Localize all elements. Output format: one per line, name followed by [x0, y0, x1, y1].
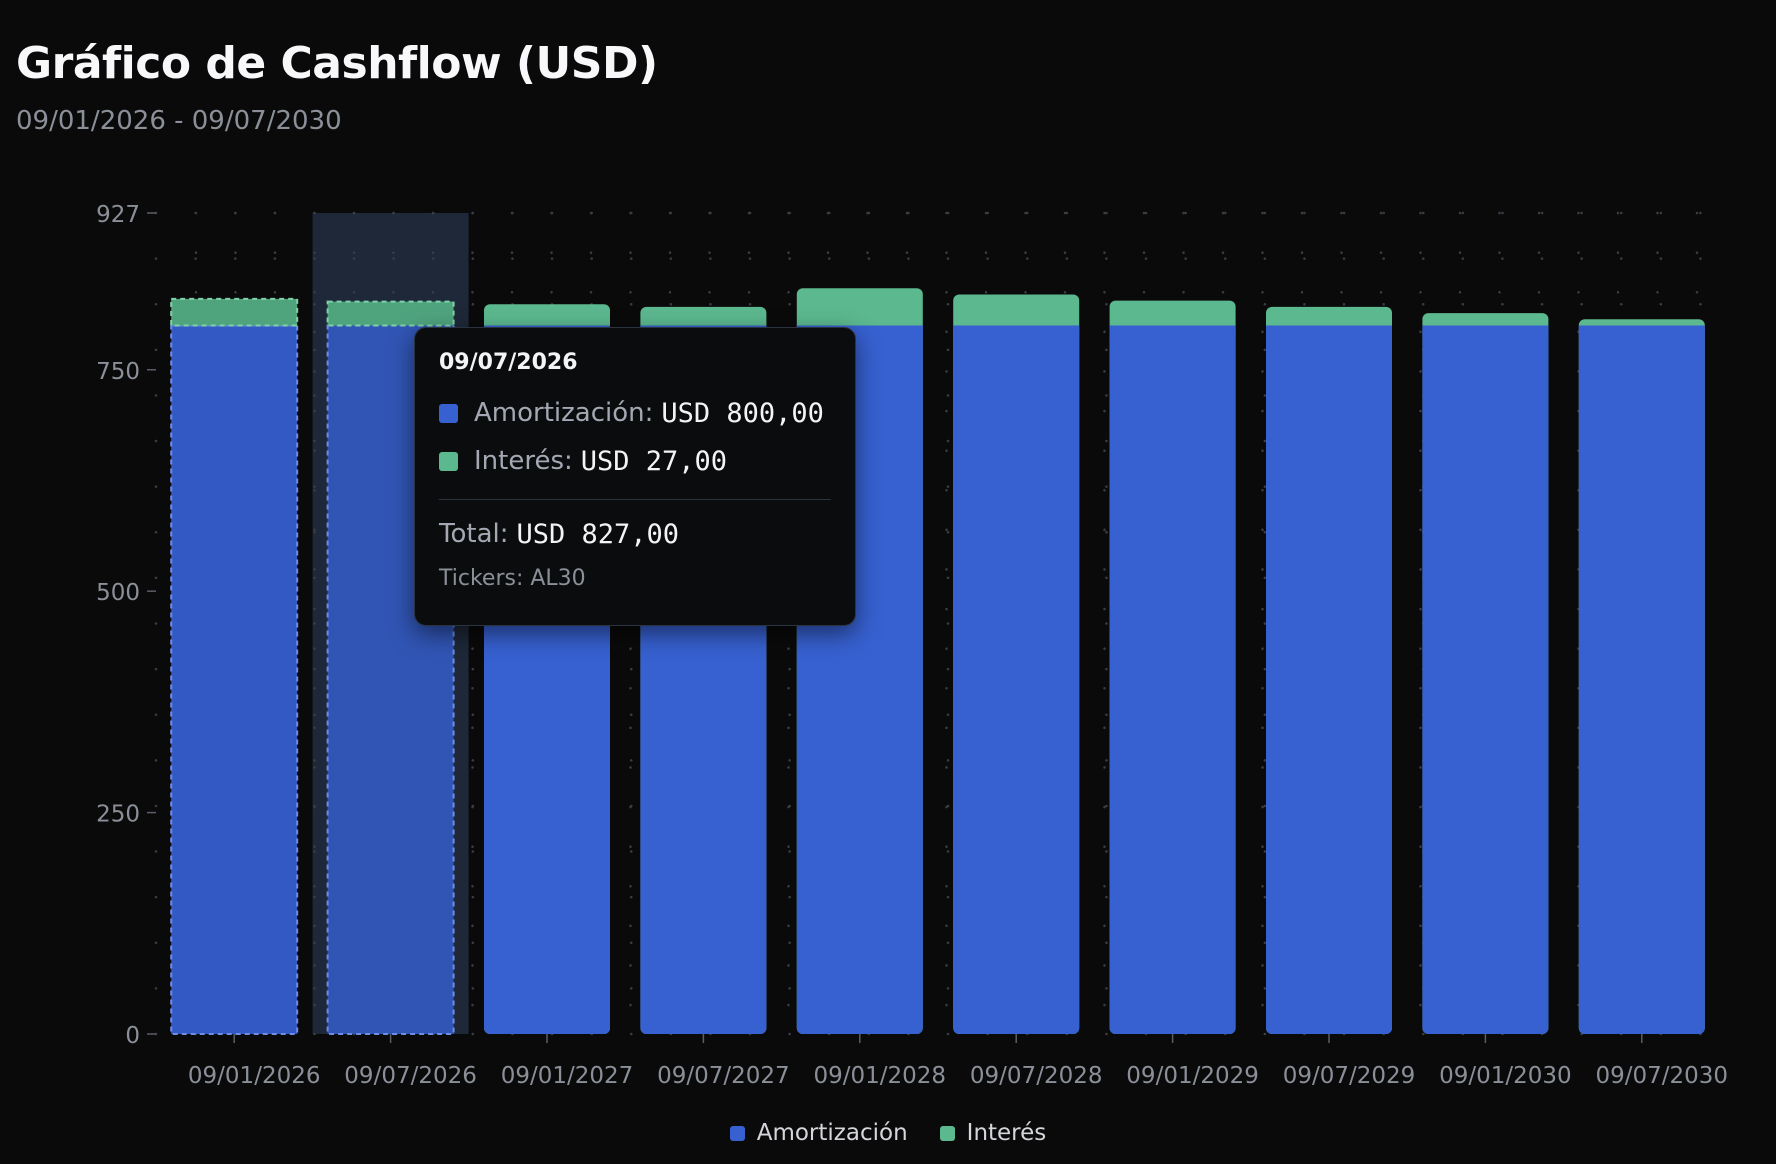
- x-tick-label: 09/07/2026: [344, 1063, 477, 1089]
- x-tick-label: 09/07/2028: [970, 1063, 1103, 1089]
- tooltip-row-amortizacion: Amortización: USD 800,00: [439, 397, 831, 429]
- legend-swatch-interes: [939, 1125, 955, 1141]
- tooltip-tickers: Tickers: AL30: [439, 566, 586, 591]
- y-tick-label: 750: [96, 359, 140, 385]
- bar-stack: [1422, 313, 1549, 1034]
- y-tick-label: 250: [96, 802, 140, 828]
- bar-stack: [953, 294, 1080, 1034]
- chart-title: Gráfico de Cashflow (USD): [16, 38, 658, 89]
- tooltip-swatch-amortizacion: [439, 403, 458, 423]
- bar-amortizacion: [1266, 325, 1392, 1034]
- tooltip-value-interes: USD 27,00: [580, 445, 728, 477]
- x-tick-label: 09/07/2030: [1596, 1063, 1729, 1089]
- x-tick-label: 09/07/2027: [657, 1063, 790, 1089]
- bar-stack: [1109, 300, 1236, 1034]
- bar-amortizacion-top: [953, 325, 1080, 336]
- legend-label-amortizacion: Amortización: [756, 1120, 908, 1146]
- bar-interes: [326, 300, 455, 327]
- legend-swatch-amortizacion: [729, 1125, 745, 1141]
- x-tick-label: 09/07/2029: [1283, 1063, 1416, 1089]
- x-tick-label: 09/01/2029: [1126, 1063, 1259, 1089]
- bar-amortizacion: [953, 325, 1080, 1034]
- x-axis: 09/01/2026 09/07/2026 09/01/2027 09/07/2027…: [188, 1034, 1728, 1089]
- legend-item-amortizacion[interactable]: Amortización: [729, 1120, 908, 1146]
- bar-amortizacion-top: [1422, 325, 1549, 336]
- bar-interes: [170, 297, 299, 327]
- bar-amortizacion-top: [1109, 325, 1236, 336]
- bar-amortizacion: [170, 324, 299, 1035]
- bar-amortizacion: [1422, 325, 1549, 1034]
- x-tick-label: 09/01/2026: [188, 1063, 321, 1089]
- bars-layer: [170, 288, 1705, 1035]
- tooltip-value-amortizacion: USD 800,00: [661, 397, 824, 429]
- chart-legend: Amortización Interés: [0, 1120, 1776, 1146]
- tooltip-total-value: USD 827,00: [516, 518, 680, 550]
- bar-amortizacion: [1578, 325, 1705, 1034]
- x-tick-label: 09/01/2030: [1439, 1063, 1572, 1089]
- tooltip-swatch-interes: [439, 451, 458, 471]
- bar-stack: [1578, 319, 1705, 1034]
- y-tick-label: 500: [96, 580, 140, 606]
- tooltip-date: 09/07/2026: [439, 350, 578, 375]
- tooltip-row-interes: Interés: USD 27,00: [439, 445, 831, 477]
- tooltip-row-total: Total: USD 827,00: [439, 518, 831, 550]
- bar-stack: [1266, 306, 1392, 1035]
- bar-amortizacion-top: [1266, 325, 1392, 336]
- bar-amortizacion-top: [796, 325, 923, 336]
- bar-amortizacion-top: [1578, 325, 1705, 336]
- y-axis: 0 250 500 750 927: [96, 202, 156, 1049]
- legend-label-interes: Interés: [966, 1120, 1047, 1146]
- bar-amortizacion: [1109, 325, 1236, 1034]
- x-tick-label: 09/01/2028: [814, 1063, 947, 1089]
- tooltip-divider: [439, 499, 831, 500]
- tooltip-total-label: Total:: [439, 519, 509, 549]
- x-tick-label: 09/01/2027: [501, 1063, 634, 1089]
- chart-tooltip: 09/07/2026 Amortización: USD 800,00 Inte…: [414, 327, 856, 626]
- y-tick-label: 927: [96, 202, 140, 228]
- y-tick-label: 0: [125, 1023, 140, 1049]
- tooltip-label-interes: Interés:: [474, 446, 573, 476]
- chart-date-range: 09/01/2026 - 09/07/2030: [16, 106, 342, 136]
- legend-item-interes[interactable]: Interés: [939, 1120, 1047, 1146]
- tooltip-label-amortizacion: Amortización:: [474, 398, 654, 428]
